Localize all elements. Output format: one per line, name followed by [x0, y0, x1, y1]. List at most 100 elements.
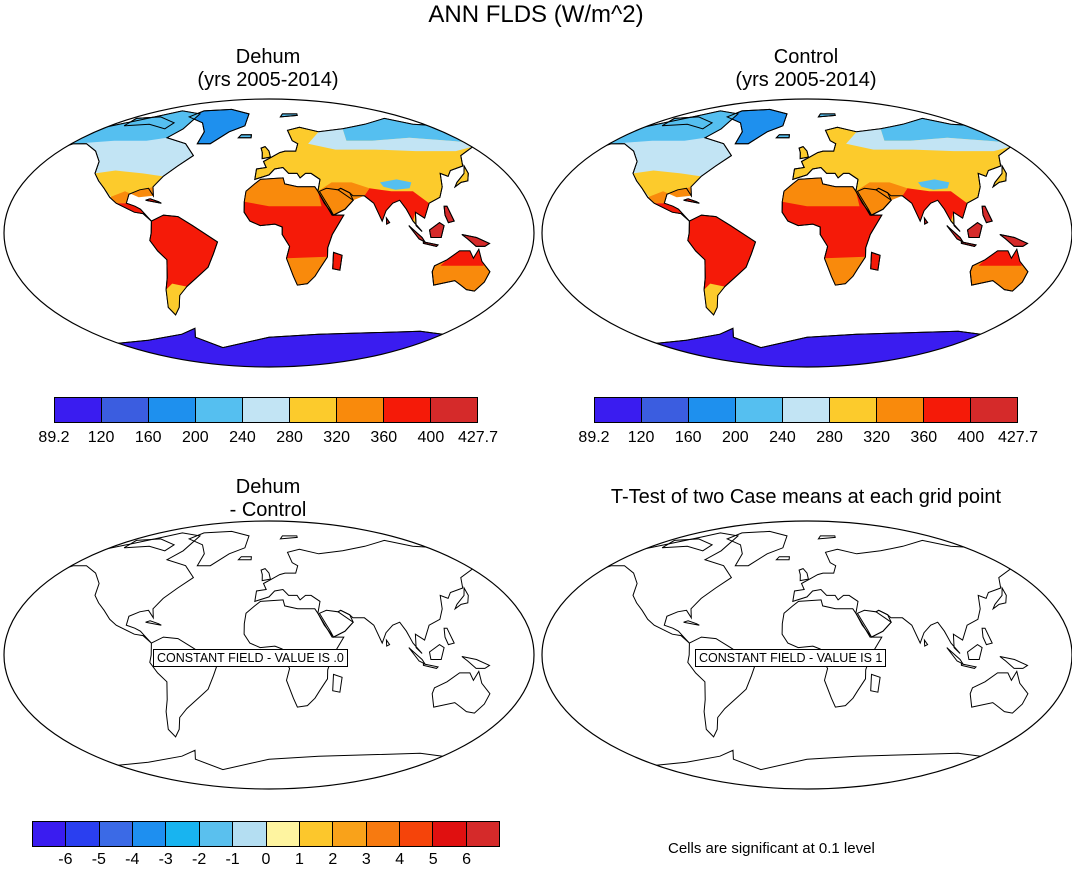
- colorbar-swatch: [595, 398, 642, 422]
- colorbar-tick-label: 200: [181, 429, 209, 446]
- coastline-madag: [870, 251, 881, 271]
- landmass-greenland: [187, 530, 250, 567]
- colorbar-tick-label: 360: [910, 429, 938, 446]
- colorbar-swatch: [642, 398, 689, 422]
- landmass-arcIs: [123, 538, 176, 552]
- landmass-ant: [589, 749, 1021, 789]
- map-control-svg: [541, 98, 1072, 368]
- colorbar-tick-label: 160: [134, 429, 162, 446]
- landmass-borneo: [428, 643, 445, 660]
- landmass-uk: [798, 568, 810, 582]
- colorbar-swatch: [830, 398, 877, 422]
- landmass-phil: [981, 627, 993, 646]
- landmass-indo1: [408, 647, 427, 666]
- coastline-arabia: [856, 187, 892, 216]
- colorbar-tick-label: 1: [294, 851, 304, 868]
- colorbar-tick-label: 89.2: [578, 429, 610, 446]
- coastline-africa: [781, 177, 883, 286]
- field-band-eur_mid: [308, 128, 485, 152]
- colorbar-swatch: [243, 398, 290, 422]
- field-band-eur_mid: [846, 128, 1023, 152]
- landmass-japan: [991, 586, 1007, 611]
- coastline-ng: [999, 234, 1029, 247]
- landmass-arabia: [856, 609, 892, 638]
- panel-title-control-line2: (yrs 2005-2014): [735, 69, 877, 91]
- coastline-indo2: [960, 241, 978, 247]
- panel-title-dehum: Dehum (yrs 2005-2014): [118, 46, 418, 92]
- coastline-sa: [687, 214, 757, 316]
- field-band-aus_n: [440, 249, 484, 266]
- field-band-na_cold: [591, 110, 738, 144]
- colorbar-swatch: [736, 398, 783, 422]
- colorbar-tick-label: 240: [229, 429, 256, 446]
- coastline-japan: [453, 164, 469, 189]
- field-band-sahara: [782, 177, 860, 207]
- colorbar-tick-label: 427.7: [997, 429, 1039, 446]
- landmass-ng: [461, 656, 491, 669]
- figure-title: ANN FLDS (W/m^2): [428, 1, 644, 28]
- field-band-safrica: [286, 256, 328, 286]
- panel-title-diff-line1: Dehum: [235, 476, 301, 498]
- coastline-madag: [332, 251, 343, 271]
- field-band-na_cold: [53, 110, 201, 144]
- coastline-indo2: [422, 241, 440, 247]
- coastline-aus: [431, 248, 491, 292]
- colorbar-tick-label: 240: [769, 429, 796, 446]
- colorbar-swatch: [196, 398, 243, 422]
- coastline-iceland: [237, 134, 252, 139]
- colorbar-swatch: [99, 822, 134, 846]
- coastline-arabia: [318, 187, 354, 216]
- colorbar-tick-label: -1: [225, 851, 240, 868]
- colorbar-control: [594, 397, 1018, 423]
- colorbar-dehum: [54, 397, 478, 423]
- colorbar-tick-label: 2: [328, 851, 338, 868]
- colorbar-tick-label: -4: [125, 851, 140, 868]
- landmass-phil: [443, 627, 455, 646]
- colorbar-tick-label: 5: [428, 851, 438, 868]
- colorbar-tick-label: 120: [627, 429, 655, 446]
- map-boundary: [3, 520, 535, 790]
- colorbar-tick-label: 400: [417, 429, 445, 446]
- field-band-na_hot: [109, 186, 154, 204]
- map-diff-svg: [3, 520, 535, 790]
- landmass-japan: [453, 586, 469, 611]
- landmass-svalbard: [817, 535, 836, 540]
- map-control: [540, 98, 1072, 368]
- coastline-na: [53, 110, 202, 222]
- panel-title-diff: Dehum - Control: [118, 476, 418, 522]
- landmass-phil: [981, 205, 993, 224]
- colorbar-control-ticks: 89.2 120 160 200 240 280 320 360 400 427.7: [578, 429, 1038, 449]
- landmass-madag: [870, 673, 881, 693]
- landmass-cuba: [683, 620, 700, 626]
- coastline-borneo: [966, 221, 983, 238]
- field-band-asia_hot: [364, 188, 430, 222]
- colorbar-swatch: [199, 822, 234, 846]
- landmass-ant: [51, 327, 483, 367]
- map-boundary: [541, 520, 1072, 790]
- colorbar-swatch: [366, 822, 400, 846]
- colorbar-swatch: [971, 398, 1017, 422]
- coastline-arcIs: [123, 116, 176, 130]
- landmass-nz: [499, 284, 521, 303]
- field-band-asia_hot: [902, 188, 968, 222]
- colorbar-swatch: [166, 822, 200, 846]
- field-band-cam: [116, 203, 152, 222]
- landmass-srilanka: [923, 638, 929, 647]
- constant-field-label-diff: CONSTANT FIELD - VALUE IS .0: [153, 649, 348, 667]
- colorbar-swatch: [466, 822, 500, 846]
- field-band-mid_east: [317, 182, 370, 216]
- colorbar-swatch: [333, 822, 367, 846]
- colorbar-tick-label: -6: [58, 851, 73, 868]
- colorbar-swatch: [102, 398, 149, 422]
- colorbar-swatch: [233, 822, 267, 846]
- panel-title-diff-line2: - Control: [229, 499, 307, 521]
- coastline-uk: [260, 146, 272, 160]
- coastline-uk: [798, 146, 810, 160]
- colorbar-swatch: [290, 398, 337, 422]
- coastline-cuba: [683, 198, 700, 204]
- colorbar-swatch: [66, 822, 100, 846]
- landmass-nz: [499, 706, 521, 725]
- colorbar-swatch: [783, 398, 830, 422]
- landmass-iceland: [237, 556, 252, 561]
- colorbar-swatch: [266, 822, 300, 846]
